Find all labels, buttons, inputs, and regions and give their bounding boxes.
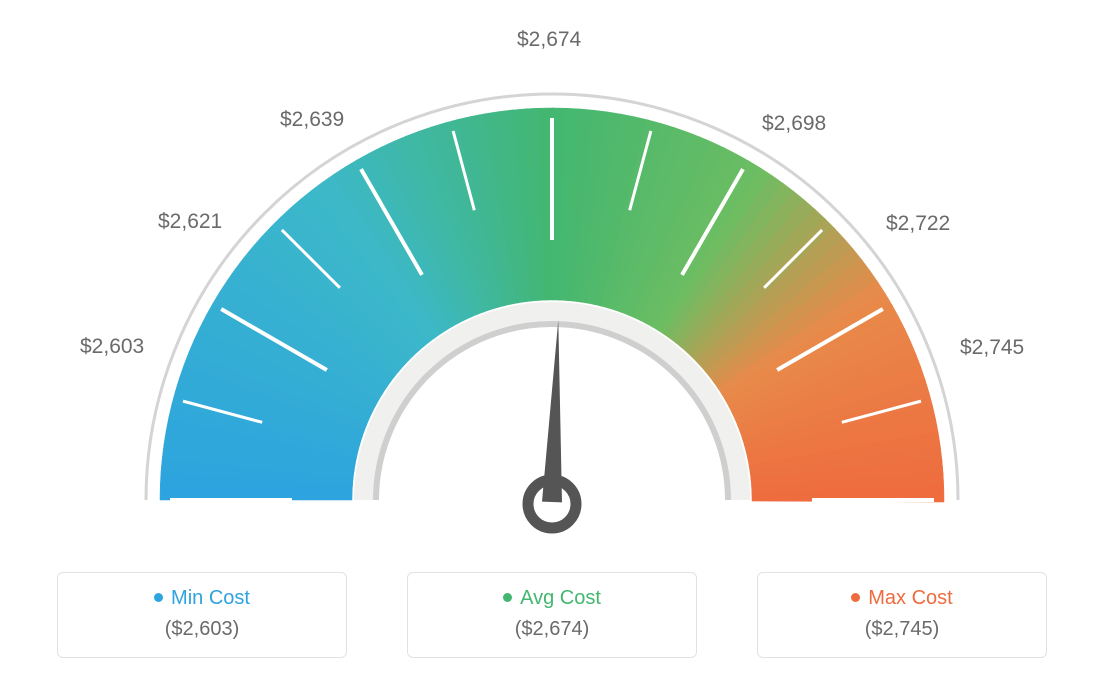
scale-label: $2,698 [762, 112, 826, 136]
scale-label: $2,621 [158, 210, 222, 234]
legend-value: ($2,603) [58, 618, 346, 641]
legend-value: ($2,674) [408, 618, 696, 641]
scale-label: $2,722 [886, 212, 950, 236]
legend-label: Min Cost [171, 587, 250, 609]
scale-label: $2,745 [960, 336, 1024, 360]
gauge-chart: $2,603$2,621$2,639$2,674$2,698$2,722$2,7… [102, 30, 1002, 550]
legend-label: Max Cost [868, 587, 952, 609]
legend-value: ($2,745) [758, 618, 1046, 641]
legend-box: Min Cost ($2,603) [57, 572, 347, 658]
legend-title: Avg Cost [408, 587, 696, 610]
scale-label: $2,639 [280, 108, 344, 132]
legend-label: Avg Cost [520, 587, 601, 609]
legend-box: Avg Cost ($2,674) [407, 572, 697, 658]
legend-dot [851, 593, 860, 602]
legend-dot [154, 593, 163, 602]
legend-dot [503, 593, 512, 602]
scale-label: $2,674 [517, 28, 581, 52]
legend-title: Max Cost [758, 587, 1046, 610]
legend-row: Min Cost ($2,603) Avg Cost ($2,674) Max Cost… [57, 572, 1047, 658]
gauge-svg [102, 30, 1002, 550]
scale-label: $2,603 [80, 335, 144, 359]
legend-box: Max Cost ($2,745) [757, 572, 1047, 658]
legend-title: Min Cost [58, 587, 346, 610]
